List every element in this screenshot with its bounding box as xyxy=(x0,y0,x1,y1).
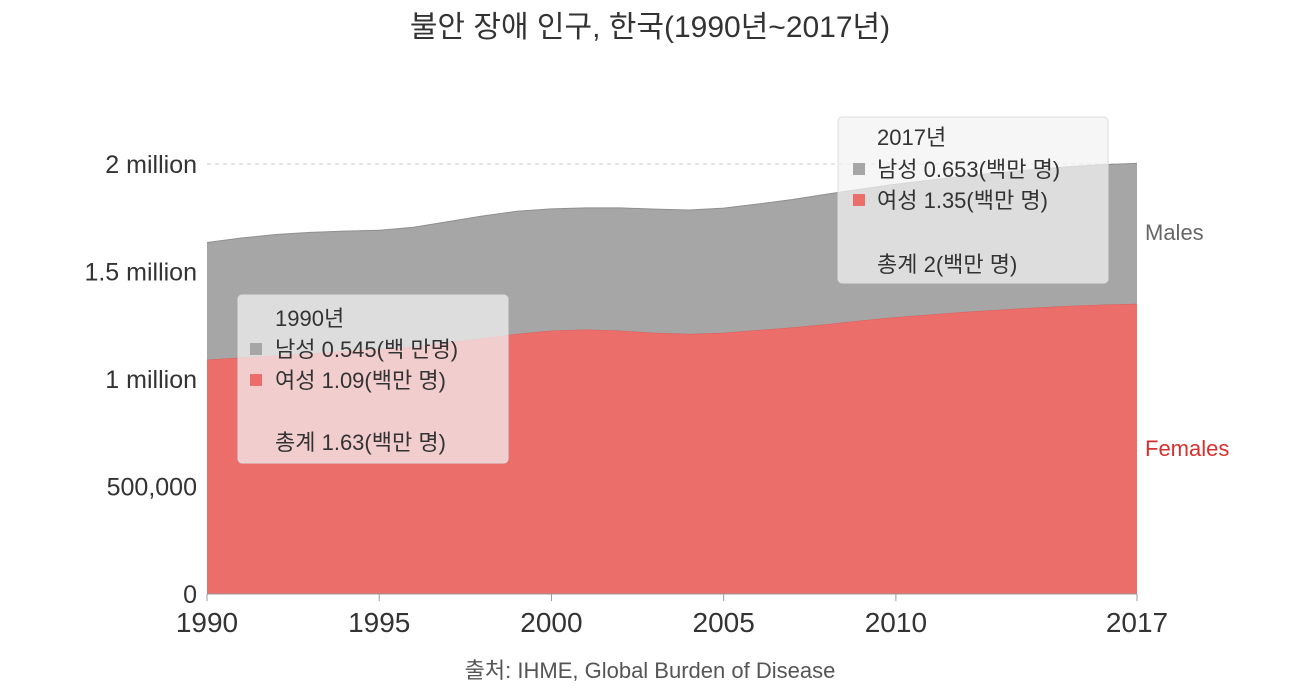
tooltip-2017-box xyxy=(837,116,1109,284)
tooltip-1990-female: 여성 1.09(백만 명) xyxy=(275,368,446,393)
tooltip-2017-year: 2017년 xyxy=(877,125,946,150)
tooltip-1990-male: 남성 0.545(백 만명) xyxy=(275,337,458,362)
y-tick-label-3: 1.5 million xyxy=(84,259,197,287)
x-tick-label-5: 2017 xyxy=(1106,607,1168,638)
tooltip-2017-male: 남성 0.653(백만 명) xyxy=(877,157,1060,182)
x-tick-label-3: 2005 xyxy=(693,607,755,638)
legend-males: Males xyxy=(1145,220,1204,245)
tooltip-2017-male-swatch xyxy=(853,163,865,175)
tooltip-1990-year: 1990년 xyxy=(275,306,344,331)
chart-title: 불안 장애 인구, 한국(1990년~2017년) xyxy=(410,11,890,44)
tooltip-1990-female-swatch xyxy=(250,374,262,386)
x-axis-ticks: 1990 1995 2000 2005 2010 2017 xyxy=(176,594,1168,638)
x-tick-label-4: 2010 xyxy=(865,607,927,638)
tooltip-2017-female-swatch xyxy=(853,194,865,206)
y-tick-label-2: 1 million xyxy=(105,366,197,394)
x-tick-label-0: 1990 xyxy=(176,607,238,638)
tooltip-1990-box xyxy=(237,294,509,464)
tooltip-1990-male-swatch xyxy=(250,343,262,355)
x-tick-label-1: 1995 xyxy=(348,607,410,638)
tooltip-1990-total: 총계 1.63(백만 명) xyxy=(275,430,446,455)
y-axis-ticks: 0 500,000 1 million 1.5 million 2 million xyxy=(84,151,197,609)
tooltip-2017-total: 총계 2(백만 명) xyxy=(877,252,1017,277)
tooltip-1990: 1990년 남성 0.545(백 만명) 여성 1.09(백만 명) 총계 1.… xyxy=(237,294,509,464)
source-note: 출처: IHME, Global Burden of Disease xyxy=(465,658,836,683)
legend-females: Females xyxy=(1145,436,1229,461)
y-tick-label-0: 0 xyxy=(183,581,197,609)
y-tick-label-4: 2 million xyxy=(105,151,197,179)
tooltip-2017-female: 여성 1.35(백만 명) xyxy=(877,188,1048,213)
y-tick-label-1: 500,000 xyxy=(107,474,197,502)
tooltip-2017: 2017년 남성 0.653(백만 명) 여성 1.35(백만 명) 총계 2(… xyxy=(837,116,1109,284)
x-tick-label-2: 2000 xyxy=(520,607,582,638)
